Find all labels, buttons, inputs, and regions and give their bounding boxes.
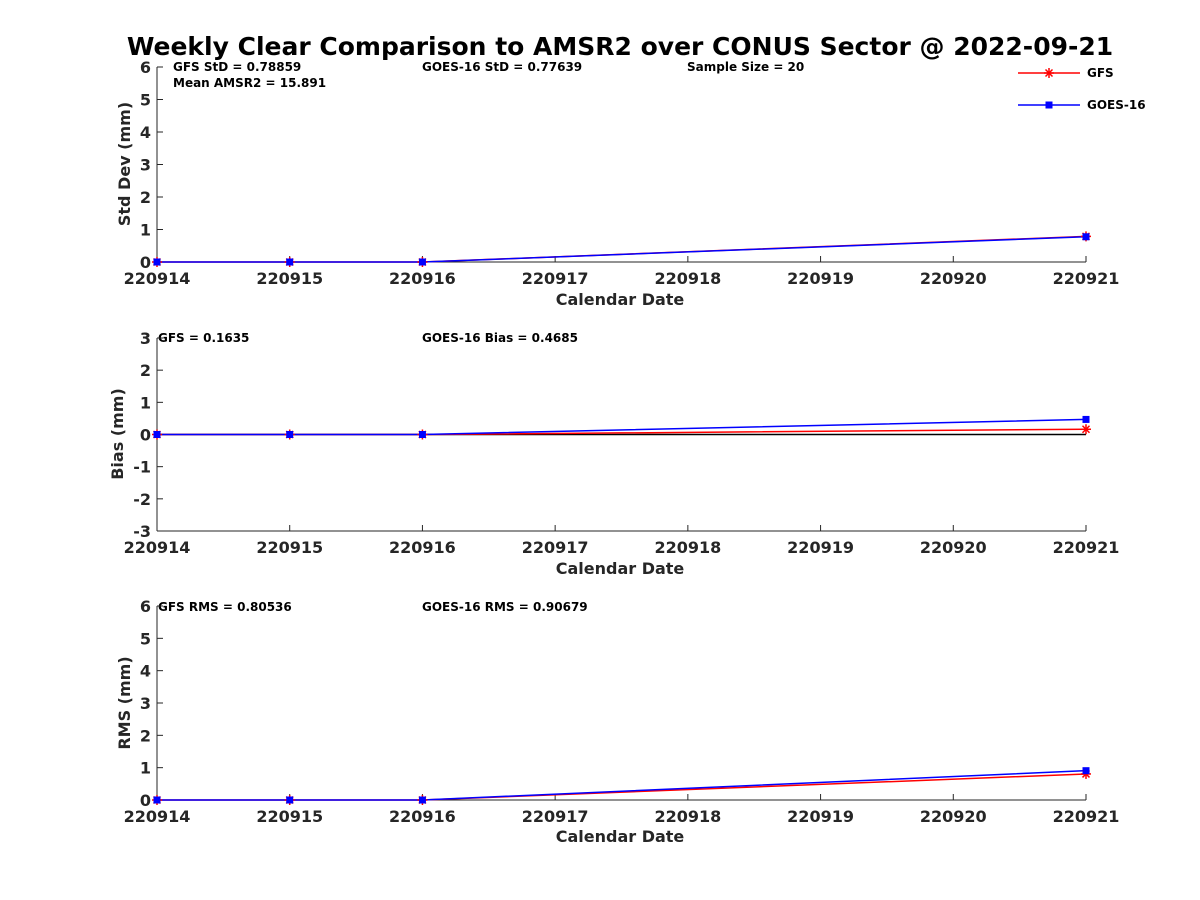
bias-goes-line xyxy=(157,418,1087,436)
std-y-tick-label: 0 xyxy=(140,253,151,272)
bias-y-tick-label: 1 xyxy=(140,393,151,412)
std-x-tick-label: 220921 xyxy=(1053,269,1120,288)
bias-goes-point xyxy=(153,431,161,438)
legend-gfs-marker xyxy=(1044,68,1054,78)
bias-x-tick-label: 220917 xyxy=(522,538,589,557)
rms-y-axis-label: RMS (mm) xyxy=(115,656,134,749)
bias-y-tick-label: 2 xyxy=(140,361,151,380)
std-x-tick-label: 220918 xyxy=(654,269,721,288)
std-y-tick-label: 4 xyxy=(140,123,151,142)
bias-y-tick-label: -1 xyxy=(133,458,151,477)
rms-y-tick-label: 1 xyxy=(140,759,151,778)
legend-entry-goes: GOES-16 xyxy=(1018,98,1146,112)
rms-y-tick-label: 6 xyxy=(140,597,151,616)
std-x-tick-label: 220919 xyxy=(787,269,854,288)
std-y-tick-label: 1 xyxy=(140,221,151,240)
rms-x-tick-label: 220917 xyxy=(522,807,589,826)
std-annotation-goes: GOES-16 StD = 0.77639 xyxy=(422,60,582,74)
rms-x-tick-label: 220919 xyxy=(787,807,854,826)
bias-x-tick-label: 220919 xyxy=(787,538,854,557)
rms-x-tick-label: 220921 xyxy=(1053,807,1120,826)
rms-annotation-goes: GOES-16 RMS = 0.90679 xyxy=(422,600,588,614)
bias-x-tick-label: 220916 xyxy=(389,538,456,557)
rms-panel: GFS RMS = 0.80536 GOES-16 RMS = 0.90679 … xyxy=(115,597,1119,846)
legend: GFS GOES-16 xyxy=(1018,66,1146,112)
bias-y-tick-label: 0 xyxy=(140,426,151,445)
legend-goes-marker xyxy=(1045,101,1053,109)
std-y-axis-label: Std Dev (mm) xyxy=(115,102,134,226)
bias-x-axis-label: Calendar Date xyxy=(556,559,685,578)
bias-x-tick-label: 220918 xyxy=(654,538,721,557)
rms-annotation-gfs: GFS RMS = 0.80536 xyxy=(158,600,292,614)
rms-x-axis-label: Calendar Date xyxy=(556,827,685,846)
std-x-tick-label: 220916 xyxy=(389,269,456,288)
std-gfs-line xyxy=(157,235,1087,263)
rms-goes-point xyxy=(286,796,294,804)
rms-y-tick-label: 3 xyxy=(140,694,151,713)
bias-x-tick-label: 220914 xyxy=(124,538,191,557)
rms-x-tick-label: 220918 xyxy=(654,807,721,826)
bias-goes-point xyxy=(418,431,426,438)
std-goes-point xyxy=(1082,233,1090,241)
rms-goes-point xyxy=(418,796,426,804)
figure-title: Weekly Clear Comparison to AMSR2 over CO… xyxy=(127,32,1113,61)
legend-goes-square xyxy=(1045,101,1053,109)
bias-gfs-point xyxy=(1081,424,1091,435)
std-goes-line xyxy=(157,236,1087,263)
std-x-tick-label: 220914 xyxy=(124,269,191,288)
std-annotation-mean-amsr2: Mean AMSR2 = 15.891 xyxy=(173,76,326,90)
std-y-tick-label: 6 xyxy=(140,58,151,77)
legend-goes-label: GOES-16 xyxy=(1087,98,1146,112)
bias-y-tick-label: -3 xyxy=(133,522,151,541)
rms-goes-point xyxy=(1082,767,1090,775)
std-x-tick-label: 220917 xyxy=(522,269,589,288)
legend-entry-gfs: GFS xyxy=(1018,66,1114,80)
std-x-axis-label: Calendar Date xyxy=(556,290,685,309)
rms-x-tick-label: 220914 xyxy=(124,807,191,826)
rms-x-tick-label: 220915 xyxy=(256,807,323,826)
std-annotation-sample-size: Sample Size = 20 xyxy=(687,60,804,74)
bias-y-tick-label: 3 xyxy=(140,329,151,348)
rms-x-tick-label: 220916 xyxy=(389,807,456,826)
bias-y-axis-label: Bias (mm) xyxy=(108,388,127,480)
legend-gfs-label: GFS xyxy=(1087,66,1114,80)
std-y-tick-label: 2 xyxy=(140,188,151,207)
rms-gfs-line xyxy=(157,773,1087,801)
bias-goes-point xyxy=(1082,415,1090,423)
std-x-tick-label: 220915 xyxy=(256,269,323,288)
rms-y-tick-label: 2 xyxy=(140,726,151,745)
bias-annotation-goes: GOES-16 Bias = 0.4685 xyxy=(422,331,578,345)
rms-goes-point xyxy=(153,796,161,804)
bias-x-tick-label: 220921 xyxy=(1053,538,1120,557)
legend-gfs-asterisk xyxy=(1044,68,1054,78)
std-y-tick-label: 5 xyxy=(140,91,151,110)
rms-y-tick-label: 4 xyxy=(140,662,151,681)
rms-goes-line xyxy=(157,769,1087,801)
bias-panel: GFS = 0.1635 GOES-16 Bias = 0.4685 Calen… xyxy=(108,329,1119,578)
bias-y-tick-label: -2 xyxy=(133,490,151,509)
std-goes-point xyxy=(418,258,426,266)
std-goes-point xyxy=(286,258,294,266)
rms-x-tick-label: 220920 xyxy=(920,807,987,826)
bias-goes-point xyxy=(286,431,294,438)
std-y-tick-label: 3 xyxy=(140,156,151,175)
bias-annotation-gfs: GFS = 0.1635 xyxy=(158,331,249,345)
std-goes-point xyxy=(153,258,161,266)
std-x-tick-label: 220920 xyxy=(920,269,987,288)
std-annotation-gfs: GFS StD = 0.78859 xyxy=(173,60,301,74)
rms-y-tick-label: 0 xyxy=(140,791,151,810)
bias-x-tick-label: 220920 xyxy=(920,538,987,557)
rms-y-tick-label: 5 xyxy=(140,629,151,648)
std-dev-panel: GFS StD = 0.78859 Mean AMSR2 = 15.891 GO… xyxy=(115,58,1119,309)
bias-x-tick-label: 220915 xyxy=(256,538,323,557)
